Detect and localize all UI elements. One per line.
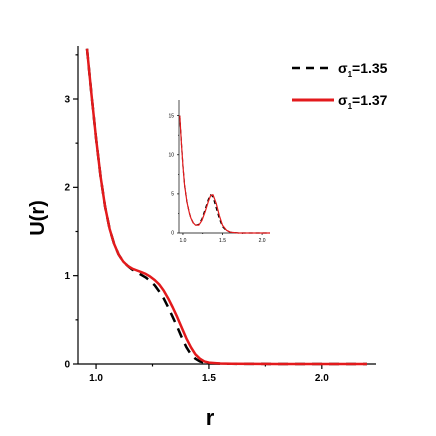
inset-y-tick-label: 5 <box>171 192 174 198</box>
x-tick-label: 1.5 <box>202 373 216 384</box>
y-tick-label: 2 <box>64 183 70 194</box>
legend: σ1=1.35 σ1=1.37 <box>292 60 388 111</box>
inset-x-tick-label: 2.0 <box>259 238 266 244</box>
inset-y-tick-label: 15 <box>168 113 174 119</box>
y-tick-label: 0 <box>64 359 70 370</box>
inset-series-group <box>179 115 270 234</box>
x-tick-label: 1.0 <box>89 373 103 384</box>
series-line-2 <box>85 48 367 366</box>
main-series-group <box>85 48 367 366</box>
main-axes: 1.0 1.5 2.0 0 1 2 3 <box>64 46 376 384</box>
inset-series-line-1 <box>179 115 270 234</box>
inset-chart: 1.0 1.5 2.0 0 5 10 15 <box>168 100 270 244</box>
legend-label-series-1: σ1=1.35 <box>338 60 388 79</box>
inset-series-line-2 <box>179 115 270 234</box>
x-tick-label: 2.0 <box>315 373 329 384</box>
inset-y-tick-label: 10 <box>168 152 174 158</box>
inset-x-tick-label: 1.5 <box>219 238 226 244</box>
x-axis-title: r <box>206 405 215 430</box>
series-line-1 <box>85 48 367 366</box>
legend-label-series-2: σ1=1.37 <box>338 92 388 111</box>
y-tick-label: 1 <box>64 271 70 282</box>
y-tick-label: 3 <box>64 94 70 105</box>
inset-axes: 1.0 1.5 2.0 0 5 10 15 <box>168 100 270 244</box>
y-axis-title: U(r) <box>27 200 49 236</box>
inset-y-tick-label: 0 <box>171 231 174 237</box>
inset-x-tick-label: 1.0 <box>179 238 186 244</box>
